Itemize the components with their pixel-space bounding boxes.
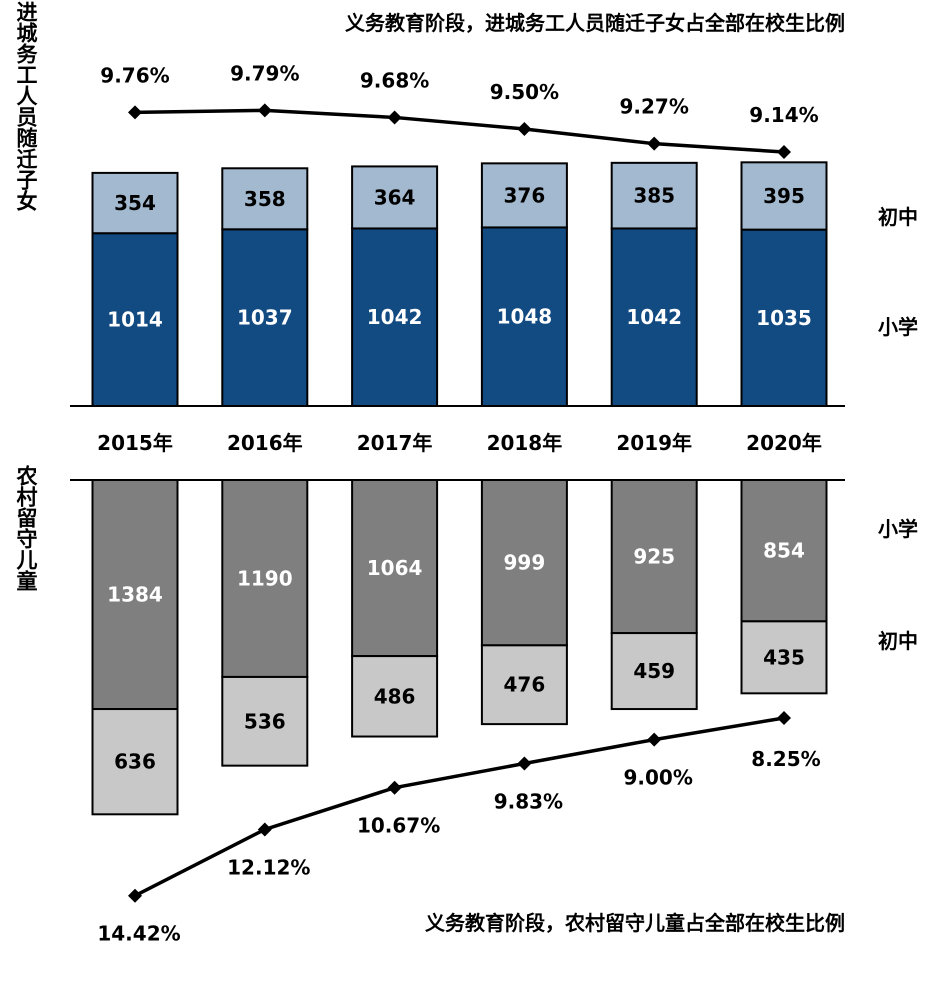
bottom-ratio-line: 14.42% 12.12% 10.67% 9.83% 9.00% 8.25%	[97, 711, 821, 946]
year-label: 2018年	[487, 431, 563, 455]
top-legend-primary: 小学	[878, 315, 918, 339]
top-group-label: 进城务工人员随迁子女	[14, 1, 38, 212]
bottom-ratio-marker	[257, 822, 272, 837]
top-ratio-label: 9.76%	[100, 63, 169, 87]
top-bar-primary	[351, 227, 439, 407]
top-ratio-marker	[777, 145, 791, 159]
top-bar-middle	[351, 165, 439, 230]
bottom-bar-primary-label: 999	[504, 551, 546, 575]
bottom-bar-primary	[610, 479, 698, 635]
bottom-bars: 1384 636 1190 536 1064 486 999 476 925 459 854 435	[91, 479, 828, 816]
top-bar-primary-label: 1037	[237, 306, 293, 330]
bottom-bar-primary	[91, 479, 179, 711]
bottom-group-label: 农村留守儿童	[14, 464, 39, 591]
top-bar-primary-label: 1042	[367, 305, 423, 329]
bottom-bar-middle-label: 435	[763, 645, 805, 669]
top-ratio-line	[134, 108, 785, 154]
bottom-bar-primary-label: 854	[763, 539, 805, 563]
bottom-bar-middle-label: 636	[114, 750, 156, 774]
year-label: 2015年	[97, 431, 173, 455]
top-ratio-marker	[517, 121, 532, 136]
top-bar-middle-label: 364	[374, 185, 416, 209]
year-labels: 2015年 2016年 2017年 2018年 2019年 2020年	[97, 431, 822, 455]
year-label: 2020年	[746, 431, 822, 455]
bottom-bar-middle	[351, 655, 439, 738]
bottom-bar-primary-label: 925	[633, 545, 675, 569]
bottom-ratio-label: 9.83%	[494, 790, 563, 814]
top-ratio-marker	[387, 110, 402, 125]
top-ratio-label: 9.79%	[230, 61, 299, 85]
top-bar-middle-label: 358	[244, 187, 286, 211]
top-bar-middle-label: 354	[114, 191, 156, 215]
bottom-title: 义务教育阶段，农村留守儿童占全部在校生比例	[425, 911, 845, 935]
bottom-bar-primary	[740, 479, 828, 623]
top-ratio-label: 9.27%	[620, 95, 689, 119]
top-bar-middle	[221, 167, 309, 231]
top-bar-middle-label: 376	[504, 183, 546, 207]
top-bar-middle	[610, 161, 698, 230]
top-ratio-label: 9.14%	[749, 103, 818, 127]
top-bar-primary	[740, 228, 828, 407]
top-ratio-label: 9.50%	[490, 80, 559, 104]
top-bar-middle	[91, 171, 179, 235]
top-ratio-line: 9.76% 9.79% 9.68% 9.50% 9.27% 9.14%	[100, 61, 819, 159]
top-bar-primary	[221, 228, 309, 407]
top-bar-primary	[480, 226, 568, 407]
bottom-bar-primary-label: 1064	[367, 556, 423, 580]
top-bar-primary	[91, 232, 179, 407]
bottom-ratio-marker	[387, 780, 402, 795]
bottom-ratio-marker	[647, 732, 662, 747]
bottom-ratio-label: 8.25%	[751, 747, 820, 771]
top-bar-primary-label: 1014	[107, 308, 163, 332]
bottom-bar-middle	[740, 620, 828, 695]
bottom-ratio-label: 10.67%	[357, 814, 440, 838]
top-ratio-marker	[128, 105, 142, 120]
year-label: 2017年	[357, 431, 433, 455]
year-label: 2016年	[227, 431, 303, 455]
bottom-bar-middle-label: 486	[374, 684, 416, 708]
bottom-bar-middle	[610, 632, 698, 711]
top-bar-middle-label: 395	[763, 184, 805, 208]
bottom-ratio-label: 12.12%	[227, 855, 310, 879]
top-bar-primary-label: 1042	[626, 305, 682, 329]
bottom-bar-middle-label: 459	[633, 659, 675, 683]
top-bar-primary-label: 1035	[756, 306, 812, 330]
bottom-legend-primary: 小学	[878, 517, 918, 541]
top-ratio-marker	[257, 103, 272, 118]
top-ratio-label: 9.68%	[360, 68, 429, 92]
bottom-ratio-label: 9.00%	[624, 766, 693, 790]
bottom-ratio-marker	[128, 888, 142, 903]
bottom-ratio-marker	[517, 756, 532, 771]
top-ratio-marker	[647, 136, 662, 151]
bottom-bar-middle	[221, 675, 309, 767]
bottom-bar-middle-label: 536	[244, 709, 286, 733]
bottom-legend-middle: 初中	[878, 629, 918, 653]
top-title: 义务教育阶段，进城务工人员随迁子女占全部在校生比例	[345, 11, 845, 35]
top-bar-middle	[480, 162, 568, 229]
top-bar-primary-label: 1048	[497, 305, 553, 329]
bottom-bar-primary-label: 1190	[237, 566, 293, 590]
top-bars: 1014 354 1037 358 1042 364 1048 376 1042 385 1035 3…	[91, 161, 828, 407]
bottom-bar-middle-label: 476	[504, 673, 546, 697]
bottom-bar-primary	[221, 479, 309, 678]
bottom-ratio-line	[134, 716, 785, 898]
top-bar-middle-label: 385	[633, 184, 675, 208]
top-bar-primary	[610, 227, 698, 407]
bottom-bar-middle	[480, 644, 568, 726]
bottom-ratio-label: 14.42%	[97, 922, 180, 946]
bottom-ratio-marker	[777, 711, 791, 725]
bottom-bar-primary	[351, 479, 439, 658]
top-legend-middle: 初中	[878, 205, 918, 229]
year-label: 2019年	[616, 431, 692, 455]
bottom-bar-primary-label: 1384	[107, 583, 163, 607]
top-bar-middle	[740, 161, 828, 231]
bottom-bar-middle	[91, 708, 179, 816]
